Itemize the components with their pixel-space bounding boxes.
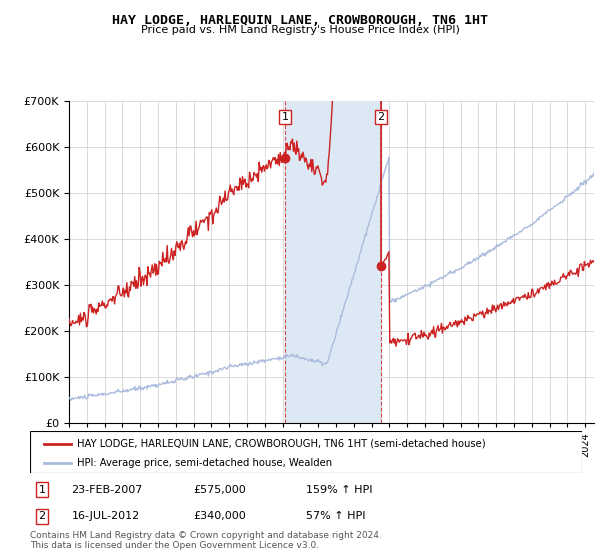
Text: HAY LODGE, HARLEQUIN LANE, CROWBOROUGH, TN6 1HT (semi-detached house): HAY LODGE, HARLEQUIN LANE, CROWBOROUGH, … <box>77 439 485 449</box>
Text: 1: 1 <box>281 112 289 122</box>
Text: HAY LODGE, HARLEQUIN LANE, CROWBOROUGH, TN6 1HT: HAY LODGE, HARLEQUIN LANE, CROWBOROUGH, … <box>112 14 488 27</box>
Text: Contains HM Land Registry data © Crown copyright and database right 2024.
This d: Contains HM Land Registry data © Crown c… <box>30 531 382 550</box>
Text: Price paid vs. HM Land Registry's House Price Index (HPI): Price paid vs. HM Land Registry's House … <box>140 25 460 35</box>
Text: 57% ↑ HPI: 57% ↑ HPI <box>306 511 365 521</box>
Text: HPI: Average price, semi-detached house, Wealden: HPI: Average price, semi-detached house,… <box>77 458 332 468</box>
Text: 159% ↑ HPI: 159% ↑ HPI <box>306 485 373 494</box>
Text: 16-JUL-2012: 16-JUL-2012 <box>71 511 140 521</box>
Text: 2: 2 <box>377 112 385 122</box>
Text: £340,000: £340,000 <box>193 511 245 521</box>
Text: 1: 1 <box>38 485 46 494</box>
Bar <box>285 101 381 423</box>
Text: £575,000: £575,000 <box>193 485 245 494</box>
Text: 2: 2 <box>38 511 46 521</box>
Text: 23-FEB-2007: 23-FEB-2007 <box>71 485 143 494</box>
